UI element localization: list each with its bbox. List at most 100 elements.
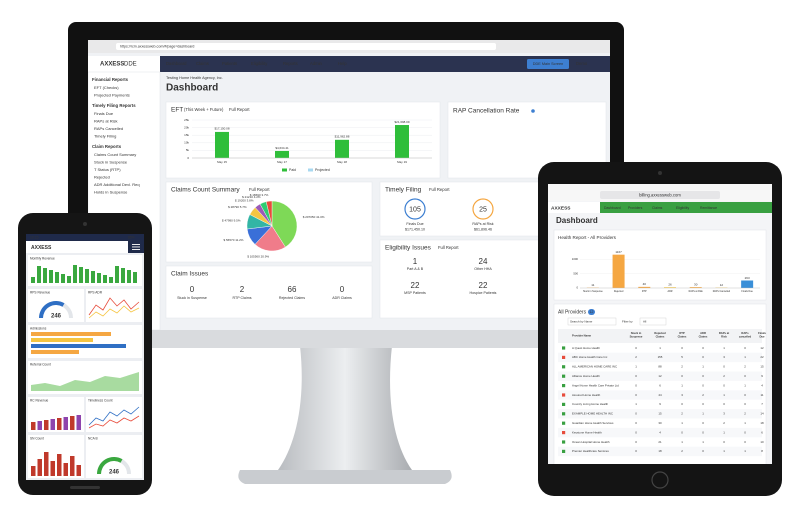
- nav-item[interactable]: Dashboard: [604, 206, 621, 210]
- card-link[interactable]: Full Report: [438, 245, 459, 250]
- metric-label[interactable]: RTP Claims: [232, 296, 251, 300]
- cell: 1: [723, 449, 725, 453]
- metric-label[interactable]: ADR Claims: [332, 296, 352, 300]
- provider-name[interactable]: Alliance Home Health: [572, 374, 600, 378]
- column-header: Stuck in Suspense: [630, 331, 643, 339]
- row-status: [562, 355, 566, 359]
- cell: 2: [744, 412, 746, 416]
- sidebar-link[interactable]: T Status (RTP): [94, 167, 121, 172]
- user-menu[interactable]: Demo: [576, 61, 588, 66]
- metric-label[interactable]: Other HHA: [474, 267, 492, 271]
- row-bg: [558, 446, 762, 457]
- value-label: 1167: [615, 250, 622, 254]
- deco-bar: [50, 419, 55, 430]
- top-nav: [160, 56, 610, 72]
- provider-name[interactable]: EXAMPLE HOME HEALTH INC: [572, 412, 613, 416]
- sidebar-link[interactable]: Finals Due: [94, 111, 114, 116]
- tile-title: Timeliness Count: [88, 398, 113, 402]
- nav-item[interactable]: Remittance: [700, 206, 717, 210]
- provider-name[interactable]: Angel Home Health Care Private Ltd: [572, 383, 619, 387]
- provider-name[interactable]: ABC Home Health Care Inc: [572, 355, 608, 359]
- deco-bar: [63, 463, 68, 476]
- nav-item[interactable]: Eligibility: [251, 61, 268, 66]
- sidebar-link[interactable]: EFT (Checks): [94, 85, 119, 90]
- card-link[interactable]: Full Report: [249, 187, 270, 192]
- nav-item[interactable]: Eligibility: [676, 206, 689, 210]
- sidebar-link[interactable]: Holds in Suspense: [94, 190, 128, 195]
- y-tick-label: 1000: [572, 257, 579, 261]
- deco-hbar: [31, 350, 79, 354]
- metric-label: RAPs at Risk: [472, 222, 493, 226]
- provider-name[interactable]: ALL AMERICAN HOME CARE INC: [572, 365, 617, 369]
- deco-bar: [76, 465, 81, 476]
- info-icon: [531, 109, 535, 113]
- cell: 1: [635, 402, 637, 406]
- dde-button[interactable]: [527, 59, 569, 69]
- cell: 18: [658, 449, 662, 453]
- search-input[interactable]: [567, 317, 617, 326]
- cell: 2: [723, 374, 725, 378]
- deco-bar: [44, 452, 49, 476]
- provider-name[interactable]: Country Living Home Health: [572, 402, 609, 406]
- provider-name[interactable]: Guardian Home Health Services: [572, 421, 614, 425]
- filter-value[interactable]: All: [643, 319, 647, 323]
- sidebar-link[interactable]: ADR Additional Devl. Req: [94, 182, 140, 187]
- deco-hbar: [31, 332, 111, 336]
- sidebar-link[interactable]: RAPs at Risk: [94, 119, 118, 124]
- x-tick-label: Finals Due: [741, 290, 753, 293]
- dde-button-label[interactable]: DDE Main Screen: [533, 62, 563, 66]
- provider-name[interactable]: Premier Healthcare Services: [572, 449, 609, 453]
- card-title: RAP Cancellation Rate: [453, 108, 520, 115]
- metric-label[interactable]: Stuck in Suspense: [177, 296, 207, 300]
- value-label: $21,698.09: [394, 120, 409, 124]
- metric-label[interactable]: Part A & B: [407, 267, 424, 271]
- metric-label[interactable]: Rejected Claims: [279, 296, 305, 300]
- cell: 1: [681, 421, 683, 425]
- provider-name[interactable]: Assured Home Health: [572, 393, 601, 397]
- provider-name[interactable]: Ocean Hospital Home Health: [572, 440, 610, 444]
- cell: 0: [744, 402, 746, 406]
- deco-bar: [109, 277, 113, 283]
- filter-select[interactable]: [639, 317, 667, 326]
- column-header: ADR Claims: [699, 331, 708, 339]
- monitor-chin: [68, 330, 624, 348]
- deco-bar: [55, 272, 59, 283]
- nav-item[interactable]: Claims: [652, 206, 663, 210]
- cell: 0: [635, 346, 637, 350]
- cell: 0: [681, 346, 683, 350]
- metric-value: 24: [479, 257, 488, 266]
- cell: 8: [761, 449, 763, 453]
- nav-item[interactable]: Claims: [196, 61, 209, 66]
- search-placeholder[interactable]: Search by Name: [570, 319, 593, 323]
- deco-hbar: [31, 338, 93, 342]
- provider-name[interactable]: A Quest Home Health: [572, 346, 600, 350]
- nav-item[interactable]: Admin: [310, 61, 323, 66]
- tablet-home-button[interactable]: [651, 471, 669, 489]
- row-bg: [558, 390, 762, 400]
- card-link[interactable]: Full Report: [229, 107, 250, 112]
- phone-speaker: [70, 486, 100, 489]
- sidebar-link[interactable]: Timely Filing: [94, 134, 116, 139]
- sidebar-link[interactable]: Projected Payments: [94, 93, 130, 98]
- sidebar-link[interactable]: Rejected: [94, 175, 110, 180]
- metric-value: 0: [340, 285, 345, 294]
- sidebar-link[interactable]: RAPs Cancelled: [94, 126, 123, 131]
- y-tick-label: 10k: [184, 141, 189, 145]
- provider-name[interactable]: Keystone Home Health: [572, 430, 602, 434]
- nav-item[interactable]: Providers: [628, 206, 643, 210]
- url: billing.axxessweb.com: [639, 193, 681, 198]
- sidebar-link[interactable]: Claims Count Summary: [94, 152, 136, 157]
- health-report-card: [553, 229, 767, 301]
- deco-bar: [49, 270, 53, 283]
- deco-hbar: [31, 344, 126, 348]
- nav-item[interactable]: Patients: [222, 61, 237, 66]
- nav-item[interactable]: Reports: [283, 61, 298, 66]
- metric-label[interactable]: MSP Patients: [404, 291, 426, 295]
- card-link[interactable]: Full Report: [429, 187, 450, 192]
- nav-item[interactable]: Dashboard: [166, 61, 187, 66]
- status-battery: 85%: [128, 236, 135, 240]
- nav-item[interactable]: Help: [338, 61, 347, 66]
- metric-label[interactable]: Hospice Patients: [470, 291, 497, 295]
- sidebar-link[interactable]: Stuck in Suspense: [94, 160, 128, 165]
- logo: AXXESS: [551, 205, 571, 211]
